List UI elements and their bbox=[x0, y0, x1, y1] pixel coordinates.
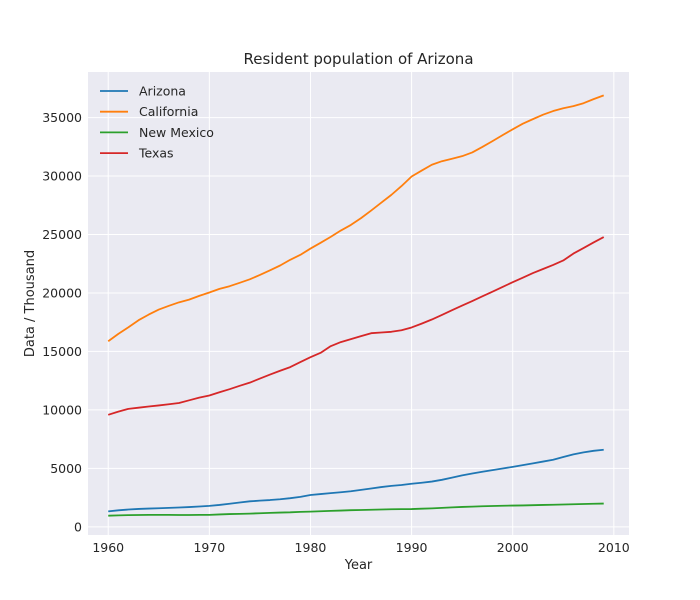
tick-labels: 1960 1970 1980 1990 2000 2010 0 5000 10000 15000 2… bbox=[42, 110, 630, 555]
y-tick-label: 25000 bbox=[42, 227, 82, 242]
legend-label-texas: Texas bbox=[138, 146, 174, 161]
y-tick-label: 15000 bbox=[42, 344, 82, 359]
y-tick-label: 5000 bbox=[50, 461, 82, 476]
grid bbox=[88, 72, 629, 535]
x-tick-label: 1960 bbox=[92, 540, 124, 555]
x-tick-label: 2010 bbox=[598, 540, 630, 555]
series-line-texas bbox=[107, 236, 605, 416]
legend: Arizona California New Mexico Texas bbox=[100, 84, 214, 161]
x-axis-label: Year bbox=[344, 558, 373, 573]
series-line-new-mexico bbox=[108, 502, 604, 517]
x-tick-label: 1980 bbox=[295, 540, 327, 555]
y-tick-label: 35000 bbox=[42, 110, 82, 125]
x-tick-label: 2000 bbox=[497, 540, 529, 555]
plot-background bbox=[88, 72, 629, 535]
y-tick-label: 0 bbox=[74, 519, 82, 534]
x-tick-label: 1970 bbox=[193, 540, 225, 555]
y-tick-label: 10000 bbox=[42, 402, 82, 417]
y-tick-label: 20000 bbox=[42, 285, 82, 300]
y-tick-label: 30000 bbox=[42, 169, 82, 184]
series-line-california bbox=[107, 94, 605, 342]
series-line-arizona bbox=[108, 448, 604, 513]
legend-label-california: California bbox=[139, 104, 198, 119]
legend-label-new-mexico: New Mexico bbox=[139, 125, 214, 140]
x-tick-label: 1990 bbox=[396, 540, 428, 555]
legend-label-arizona: Arizona bbox=[139, 84, 186, 99]
chart-title: Resident population of Arizona bbox=[243, 50, 473, 68]
y-axis-label: Data / Thousand bbox=[23, 250, 38, 357]
series-lines bbox=[107, 94, 605, 517]
